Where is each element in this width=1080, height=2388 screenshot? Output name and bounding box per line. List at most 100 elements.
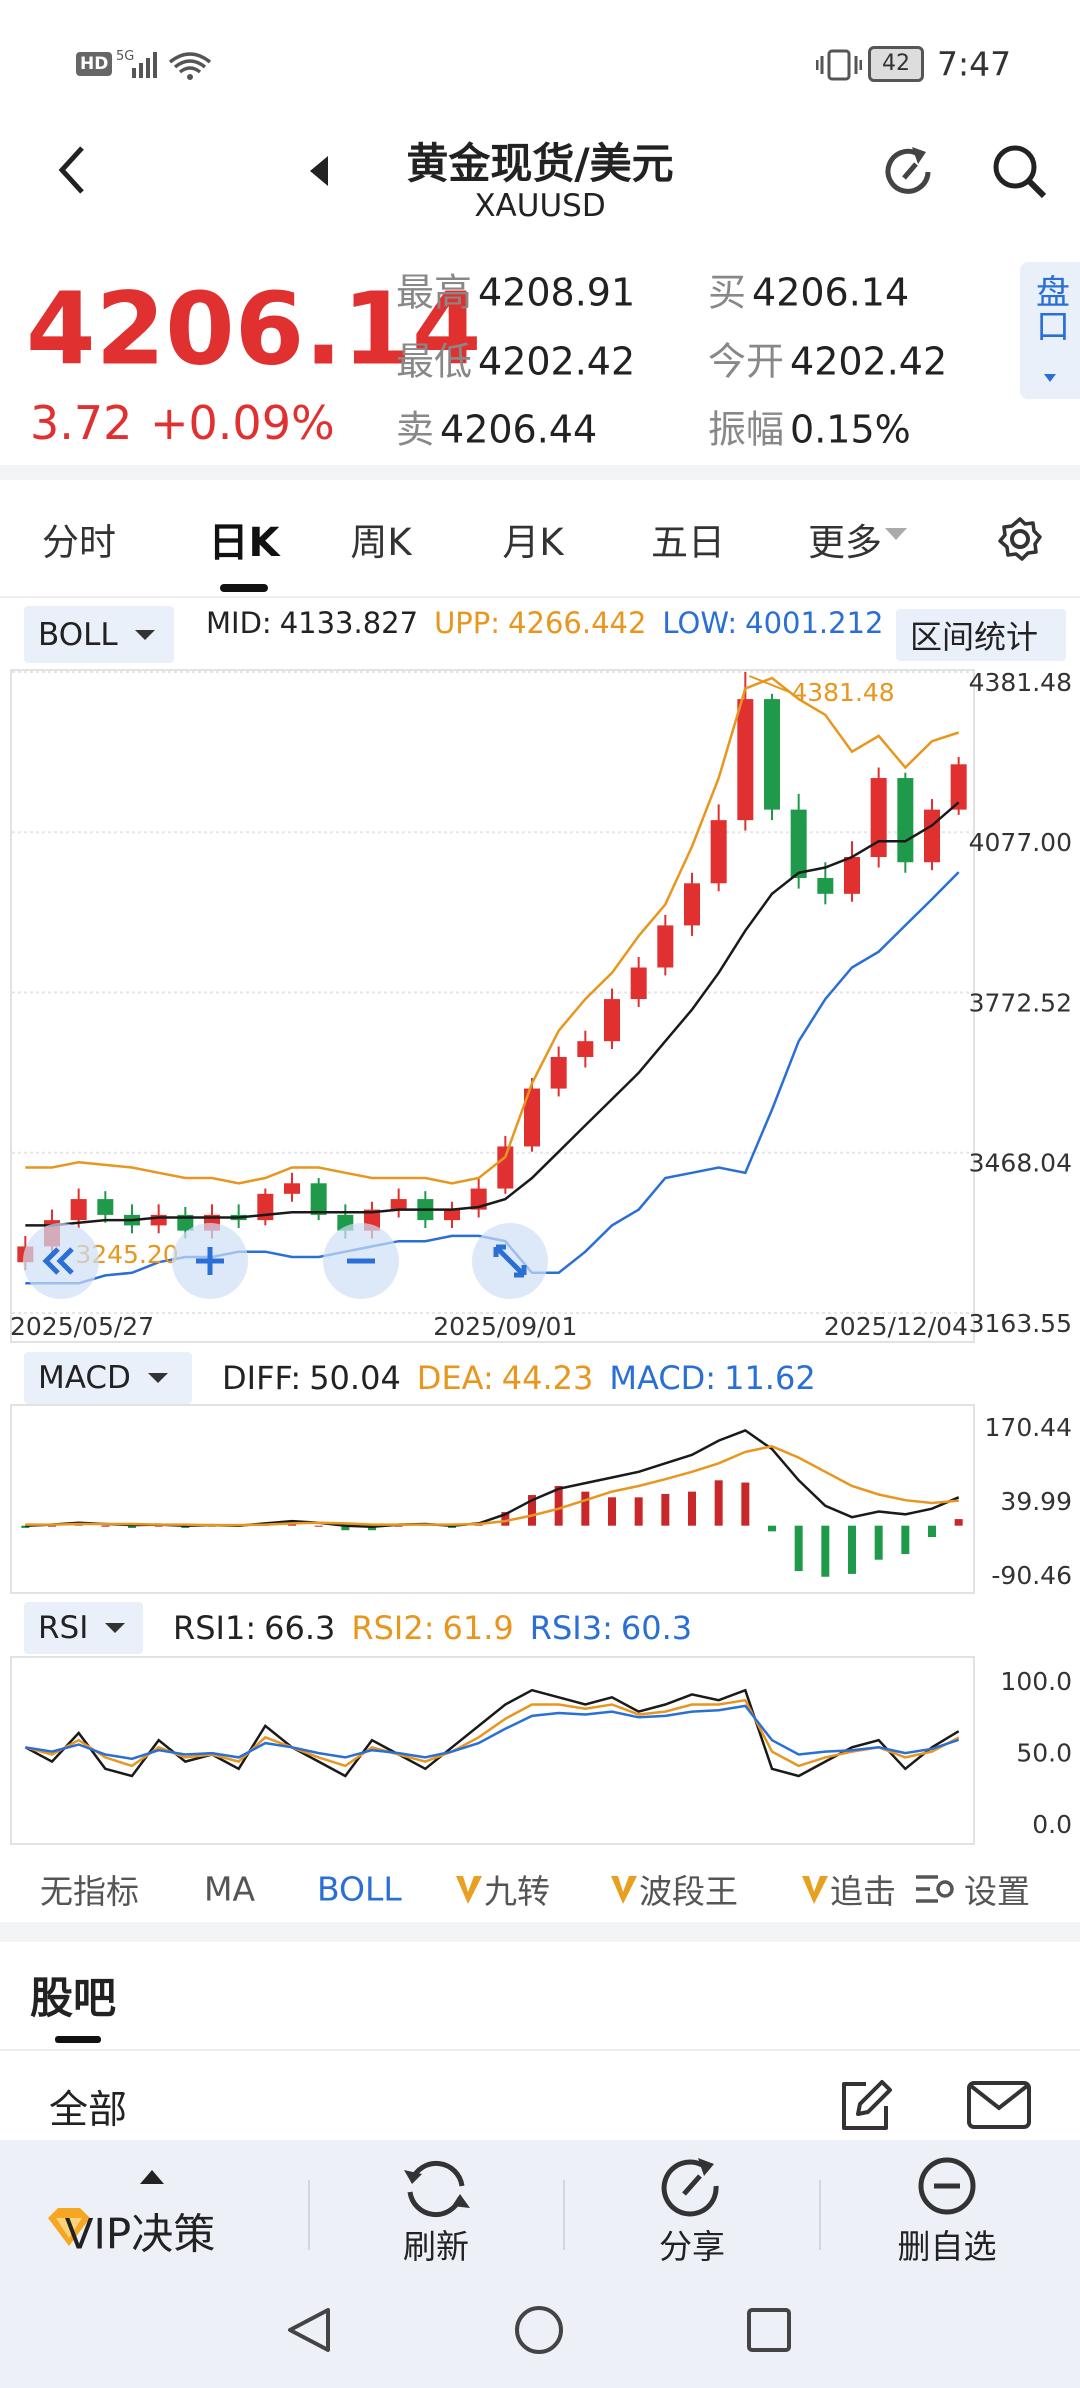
caret (134, 629, 155, 640)
stat: 振幅 0.15% (708, 399, 911, 454)
legend-value: 60.3 (620, 1609, 693, 1647)
x-tick-label: 2025/05/27 (10, 1312, 154, 1341)
indicator-tab[interactable]: 追击 (800, 1865, 896, 1913)
indicator-tab-label: 追击 (830, 1872, 896, 1911)
tab[interactable]: 分时 (42, 521, 116, 564)
forum-filter[interactable]: 全部 (49, 2088, 128, 2133)
back-key[interactable] (288, 2308, 330, 2352)
boll-line (25, 676, 960, 1185)
stat-label: 振幅 (708, 407, 785, 452)
tab[interactable]: 更多 (808, 521, 882, 564)
candle-body (950, 764, 967, 810)
macd-bar (314, 1525, 323, 1527)
system-nav (288, 2306, 791, 2354)
vip-badge (611, 1876, 637, 1904)
candle-body (657, 925, 674, 968)
stat-value: 4202.42 (478, 339, 636, 383)
indicator-tab[interactable]: 无指标 (40, 1865, 139, 1913)
macd-bar (714, 1480, 723, 1526)
back-button[interactable] (52, 140, 92, 200)
indicator-select[interactable]: MACD (24, 1352, 192, 1404)
candle-body (177, 1214, 194, 1231)
macd-bar (554, 1485, 563, 1526)
macd-bar (394, 1525, 403, 1527)
legend-item: RSI3: 60.3 (530, 1609, 692, 1647)
nav-item[interactable]: 分享 (659, 2227, 725, 2266)
nav-item[interactable]: VIP决策 (64, 2209, 216, 2259)
macd-bar (154, 1525, 163, 1527)
search-icon[interactable] (990, 142, 1050, 202)
order-book-button[interactable]: 盘口 (1020, 262, 1080, 399)
tab[interactable]: 五日 (651, 521, 725, 564)
legend-item: MID: 4133.827 (206, 606, 418, 640)
legend-item: UPP: 4266.442 (434, 606, 646, 640)
legend-item: DIFF: 50.04 (222, 1359, 401, 1397)
last-price: 4206.14 (26, 270, 482, 388)
indicator-settings[interactable]: 设置 (912, 1859, 1080, 1919)
macd-bar (688, 1491, 696, 1526)
more-caret (885, 528, 907, 540)
legend-value: 61.9 (442, 1609, 514, 1647)
indicator-select[interactable]: RSI (24, 1602, 143, 1654)
share-icon[interactable] (880, 142, 940, 202)
zoom-in-button[interactable] (172, 1223, 248, 1299)
nav-item[interactable]: 刷新 (403, 2227, 469, 2266)
stat-label: 买 (708, 270, 747, 315)
macd-bar (874, 1525, 883, 1560)
change-percent: +0.09% (150, 396, 335, 450)
legend-value: 44.23 (501, 1359, 594, 1397)
prev-button[interactable] (306, 154, 332, 188)
stat: 卖 4206.44 (396, 399, 597, 454)
stat-label: 最低 (396, 339, 473, 383)
rsi-line (24, 1688, 960, 1778)
settings-icon (916, 1875, 954, 1903)
indicator-name: MACD (38, 1360, 131, 1396)
indicator-select[interactable]: BOLL (24, 606, 174, 663)
tab[interactable]: 日K (208, 520, 280, 566)
message-icon[interactable] (966, 2080, 1032, 2132)
candle-body (630, 967, 647, 1000)
indicator-tab[interactable]: BOLL (317, 1870, 402, 1909)
vip-v (611, 1876, 637, 1904)
legend-name: RSI1: (173, 1609, 257, 1647)
indicator-tab-label: BOLL (317, 1869, 402, 1909)
kline-chart: 3163.55 3468.04 3772.52 4077.00 4381.48 2025/… (10, 668, 1072, 1343)
indicator-tab[interactable]: MA (204, 1870, 255, 1909)
candle-body (897, 778, 914, 863)
nav-item[interactable]: 删自选 (897, 2227, 997, 2266)
svg-text:5G: 5G (116, 49, 134, 64)
fullscreen-button[interactable] (472, 1223, 548, 1299)
zoom-out-button[interactable] (323, 1223, 399, 1299)
home-key[interactable] (515, 2306, 563, 2354)
y-tick-label: 39.99 (1000, 1487, 1072, 1516)
legend-item: RSI1: 66.3 (173, 1609, 335, 1647)
vip-v (802, 1876, 828, 1904)
legend-value: 4133.827 (279, 606, 419, 640)
stat-label: 今开 (708, 339, 785, 383)
recent-key[interactable] (747, 2308, 791, 2352)
tab[interactable]: 周K (350, 521, 412, 564)
rsi-line (24, 1698, 960, 1768)
rsi-chart: 0.0 50.0 100.0 (10, 1656, 1072, 1845)
bottom-bar (0, 2140, 1080, 2388)
battery: 42 (868, 46, 924, 82)
indicator-tab[interactable]: 九转 (454, 1865, 550, 1913)
divider (0, 2049, 1080, 2051)
forum-title: 股吧 (30, 1974, 116, 2024)
macd-bar (928, 1525, 936, 1538)
range-stats-button[interactable]: 区间统计 (896, 609, 1066, 661)
high-marker-line (748, 675, 790, 693)
indicator-tab[interactable]: 波段王 (609, 1865, 738, 1913)
compose-icon[interactable] (836, 2078, 894, 2136)
y-tick-label: 170.44 (985, 1413, 1072, 1442)
legend-item: LOW: 4001.212 (662, 606, 883, 640)
legend-name: MACD: (609, 1359, 717, 1397)
candle-body (310, 1183, 327, 1215)
scroll-left-button[interactable] (23, 1223, 99, 1299)
settings-icon[interactable] (996, 515, 1044, 563)
macd-bar (634, 1497, 643, 1526)
tab[interactable]: 月K (502, 521, 564, 564)
candle-body (790, 809, 807, 879)
separator (0, 465, 1080, 480)
